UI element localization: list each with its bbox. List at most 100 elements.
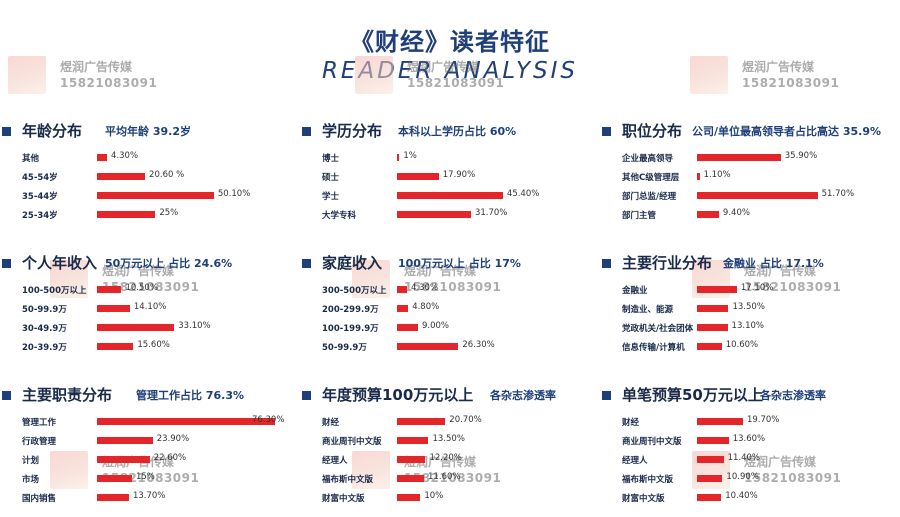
watermark: 煜润广告传媒 15821083091 <box>352 256 522 302</box>
bar <box>397 418 446 425</box>
data-label: 13.50% <box>432 434 465 444</box>
chart-title: 单笔预算50万元以上 <box>622 386 763 404</box>
data-label: 13.60% <box>732 434 766 444</box>
bar-row: 经理人 11.40% <box>600 452 885 468</box>
bar-row: 学士 45.40% <box>300 188 585 204</box>
chart-note: 各杂志渗透率 <box>760 389 826 402</box>
category-label: 20-39.9万 <box>22 343 67 353</box>
bar <box>697 494 722 501</box>
bar-row: 其他 4.30% <box>0 150 285 166</box>
bar-row: 财经 20.70% <box>300 414 585 430</box>
bar-row: 部门主管 9.40% <box>600 207 885 223</box>
bar <box>397 173 439 180</box>
category-label: 福布斯中文版 <box>622 475 674 485</box>
watermark: 煜润广告传媒 15821083091 <box>355 52 525 98</box>
chart-note: 公司/单位最高领导者占比高达 35.9% <box>692 125 882 138</box>
bar <box>97 475 132 482</box>
category-label: 企业最高领导 <box>622 154 674 164</box>
bar-row: 财富中文版 10% <box>300 490 585 506</box>
page-title: 《财经》读者特征 <box>350 28 550 56</box>
square-bullet-icon <box>302 259 311 268</box>
bar <box>697 211 719 218</box>
bar <box>97 437 153 444</box>
data-label: 4.30% <box>111 151 139 161</box>
chart-panel: 主要行业分布 金融业 占比 17.1% 金融业 17.10% 制造业、能源 13.50% 党… <box>600 252 885 377</box>
bar <box>697 475 723 482</box>
data-label: 23.90% <box>156 434 190 444</box>
category-label: 财经 <box>622 418 640 428</box>
category-label: 制造业、能源 <box>622 305 674 315</box>
bar-row: 金融业 17.10% <box>600 282 885 298</box>
bar <box>397 456 426 463</box>
data-label: 17.10% <box>740 283 774 293</box>
category-label: 金融业 <box>622 286 648 296</box>
chart-panel: 个人年收入 50万元以上 占比 24.6% 100-500万以上 10.50% 50-9… <box>0 252 285 377</box>
chart-panel: 单笔预算50万元以上 各杂志渗透率 财经 19.70% 商业周刊中文版 13.60% 经理人… <box>600 384 885 509</box>
bar-row: 计划 22.60% <box>0 452 285 468</box>
bar-row: 企业最高领导 35.90% <box>600 150 885 166</box>
data-label: 13.10% <box>731 321 764 331</box>
bar <box>397 192 503 199</box>
bar-row: 部门总监/经理 51.70% <box>600 188 885 204</box>
watermark-name: 煜润广告传媒 <box>744 264 817 278</box>
data-label: 15.60% <box>137 340 170 350</box>
category-label: 35-44岁 <box>22 192 58 202</box>
bar-row: 行政管理 23.90% <box>0 433 285 449</box>
bar-row: 大学专科 31.70% <box>300 207 585 223</box>
data-label: 13.70% <box>132 491 166 501</box>
chart-note: 各杂志渗透率 <box>490 389 556 402</box>
category-label: 100-199.9万 <box>322 324 379 334</box>
bar <box>97 211 156 218</box>
bar <box>697 192 818 199</box>
bar <box>697 418 743 425</box>
watermark-name: 煜润广告传媒 <box>407 60 480 74</box>
data-label: 20.70% <box>449 415 482 425</box>
bar <box>697 173 700 180</box>
data-label: 1.10% <box>703 170 731 180</box>
square-bullet-icon <box>2 391 11 400</box>
chart-title: 主要行业分布 <box>622 254 713 272</box>
watermark-phone: 15821083091 <box>404 471 502 485</box>
watermark-name: 煜润广告传媒 <box>102 264 175 278</box>
bar <box>397 286 408 293</box>
chart-title: 年龄分布 <box>22 122 83 140</box>
watermark-logo-icon <box>50 451 88 489</box>
bar-row: 博士 1% <box>300 150 585 166</box>
square-bullet-icon <box>602 127 611 136</box>
data-label: 15% <box>135 472 155 482</box>
bar-row: 200-299.9万 4.80% <box>300 301 585 317</box>
watermark-name: 煜润广告传媒 <box>744 455 817 469</box>
category-label: 财富中文版 <box>322 494 365 504</box>
data-label: 17.90% <box>442 170 476 180</box>
bar <box>97 324 175 331</box>
data-label: 9.40% <box>722 208 750 218</box>
watermark-phone: 15821083091 <box>407 76 505 90</box>
square-bullet-icon <box>302 127 311 136</box>
square-bullet-icon <box>2 259 11 268</box>
chart-note: 本科以上学历占比 60% <box>398 125 517 138</box>
chart-panel: 学历分布 本科以上学历占比 60% 博士 1% 硕士 17.90% 学士 45.40% 大学专科… <box>300 120 585 245</box>
bar-row: 福布斯中文版 11.60% <box>300 471 585 487</box>
data-label: 10.90% <box>726 472 759 482</box>
bar <box>397 343 459 350</box>
chart-title: 年度预算100万元以上 <box>322 386 474 404</box>
bar-row: 信息传输/计算机 10.60% <box>600 339 885 355</box>
data-label: 11.40% <box>727 453 761 463</box>
data-label: 25% <box>159 208 179 218</box>
category-label: 国内销售 <box>22 494 57 504</box>
bar <box>697 437 729 444</box>
bar <box>697 305 729 312</box>
chart-panel: 年龄分布 平均年龄 39.2岁 其他 4.30% 45-54岁 20.60 % 35-44岁… <box>0 120 285 245</box>
bar-row: 国内销售 13.70% <box>0 490 285 506</box>
chart-title: 职位分布 <box>622 122 683 140</box>
category-label: 50-99.9万 <box>322 343 367 353</box>
category-label: 信息传输/计算机 <box>622 343 685 353</box>
watermark-name: 煜润广告传媒 <box>404 264 477 278</box>
watermark-name: 煜润广告传媒 <box>60 60 133 74</box>
category-label: 200-299.9万 <box>322 305 379 315</box>
category-label: 博士 <box>322 154 340 164</box>
category-label: 大学专科 <box>322 211 357 221</box>
data-label: 50.10% <box>217 189 251 199</box>
data-label: 14.10% <box>133 302 167 312</box>
watermark: 煜润广告传媒 15821083091 <box>50 256 220 302</box>
